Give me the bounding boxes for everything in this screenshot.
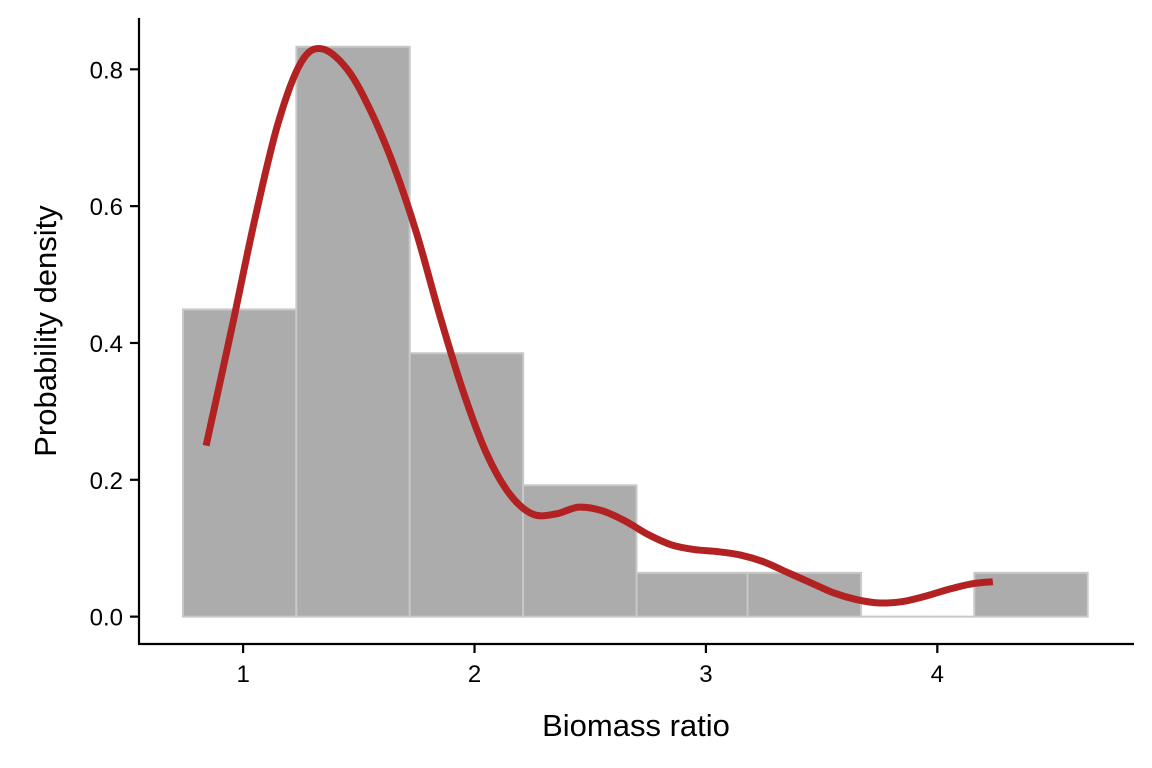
y-tick-label: 0.8 [90,57,123,84]
density-curve [202,45,994,607]
density-curve-layer [202,45,994,607]
y-axis-ticks: 0.0 0.2 0.4 0.6 0.8 [90,57,139,632]
histogram-bar [295,45,411,618]
axes [137,18,1134,646]
histogram-bar [635,571,749,618]
histogram-bars [181,45,1089,618]
x-axis-ticks: 1 2 3 4 [236,644,944,688]
y-tick-label: 0.0 [90,605,123,632]
y-axis-title: Probability density [28,205,63,457]
x-tick-label: 3 [699,661,712,688]
histogram-bar [973,571,1089,618]
x-tick-label: 4 [931,661,944,688]
x-tick-label: 1 [236,661,249,688]
y-tick-label: 0.6 [90,194,123,221]
x-tick-label: 2 [468,661,481,688]
histogram-bar [181,308,298,618]
y-tick-label: 0.2 [90,468,123,495]
x-axis-title: Biomass ratio [542,708,730,743]
y-tick-label: 0.4 [90,331,123,358]
